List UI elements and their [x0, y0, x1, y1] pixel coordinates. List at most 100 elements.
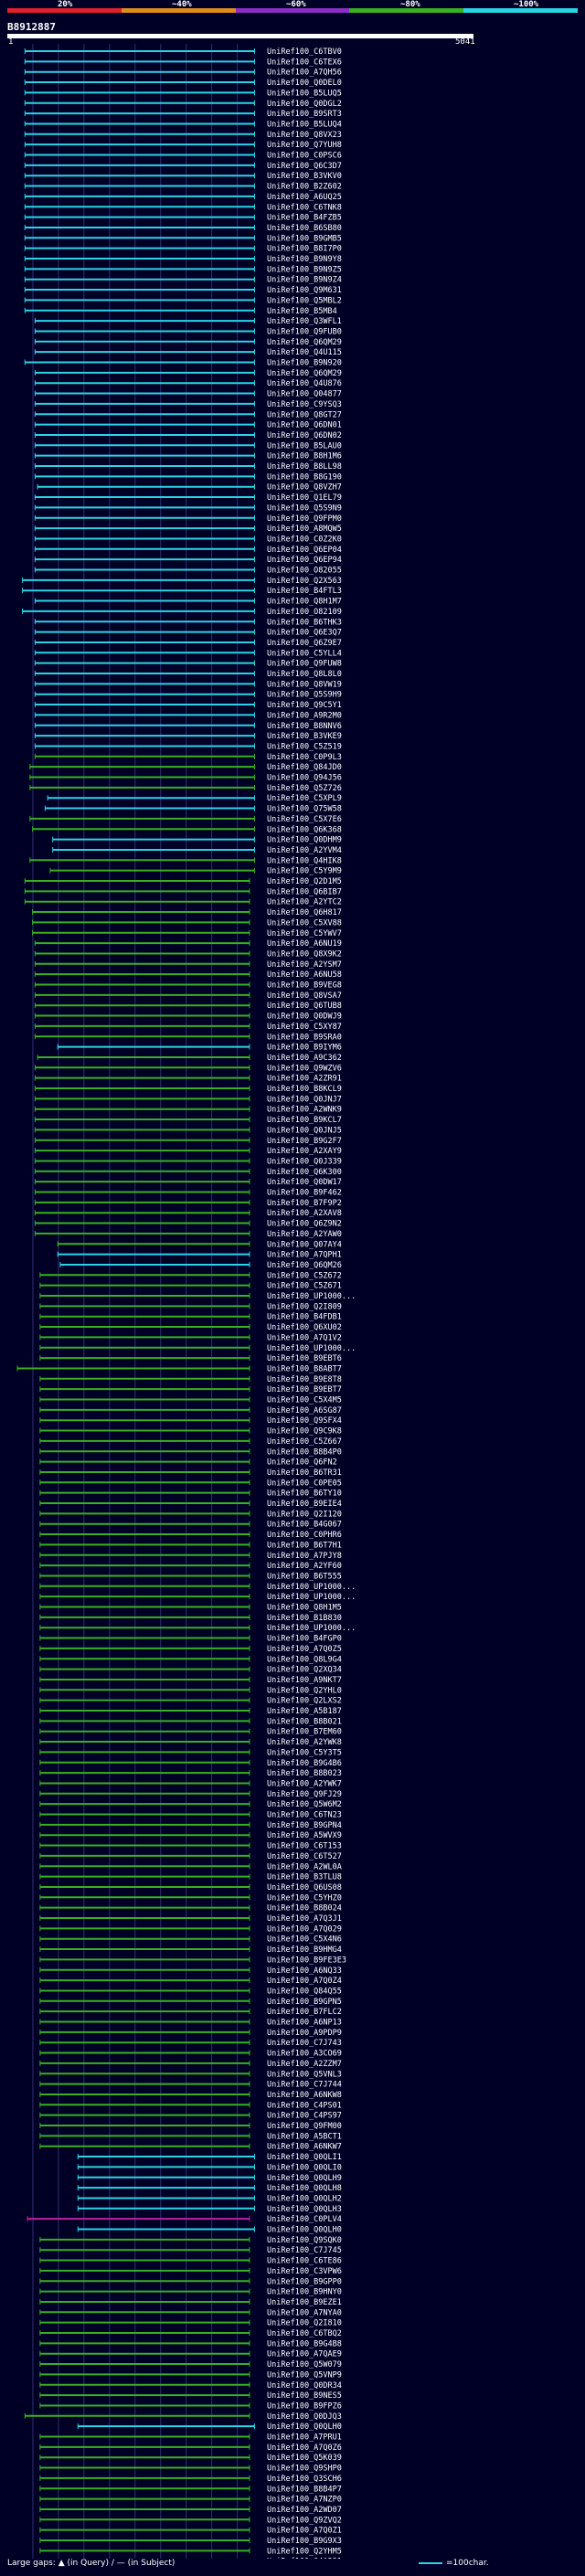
hit-row[interactable]: UniRef100_Q9ZVQ2	[39, 2516, 342, 2525]
hit-label[interactable]: UniRef100_Q0DR34	[267, 2381, 342, 2390]
hit-label[interactable]: UniRef100_Q5W6M2	[267, 1800, 342, 1809]
hit-label[interactable]: UniRef100_C6TBQ2	[267, 2329, 342, 2338]
hit-row[interactable]: UniRef100_B6SB80	[24, 224, 342, 233]
hit-row[interactable]: UniRef100_Q9FUB0	[34, 327, 342, 336]
hit-row[interactable]: UniRef100_Q8H1M5	[39, 1604, 342, 1613]
hit-row[interactable]: UniRef100_B6TY10	[39, 1489, 342, 1499]
hit-row[interactable]: UniRef100_Q2YHM5	[39, 2547, 342, 2556]
hit-row[interactable]: UniRef100_B7F9P2	[34, 1199, 342, 1208]
hit-row[interactable]: UniRef100_Q75W58	[44, 805, 342, 814]
hit-row[interactable]: UniRef100_Q5W6M2	[39, 1800, 342, 1809]
hit-label[interactable]: UniRef100_A2WNK9	[267, 1106, 342, 1115]
hit-label[interactable]: UniRef100_Q0QLH8	[267, 2184, 342, 2193]
hit-row[interactable]: UniRef100_B8I7P0	[24, 245, 342, 254]
hit-row[interactable]: UniRef100_C5YWV7	[32, 929, 342, 938]
hit-label[interactable]: UniRef100_B2Z602	[267, 183, 342, 192]
hit-label[interactable]: UniRef100_B8B023	[267, 1769, 342, 1778]
hit-row[interactable]: UniRef100_B3TLU8	[39, 1873, 342, 1882]
hit-label[interactable]: UniRef100_B9EBT6	[267, 1354, 342, 1363]
hit-label[interactable]: UniRef100_A6NQ33	[267, 1966, 342, 1976]
hit-row[interactable]: UniRef100_B7EM60	[39, 1728, 342, 1737]
hit-label[interactable]: UniRef100_C0PSC6	[267, 152, 342, 161]
hit-row[interactable]: UniRef100_B6TR31	[39, 1468, 342, 1478]
hit-label[interactable]: UniRef100_C0Z2K0	[267, 535, 342, 544]
hit-label[interactable]: UniRef100_C5X7E6	[267, 815, 342, 824]
hit-label[interactable]: UniRef100_B9NES5	[267, 2391, 342, 2401]
hit-label[interactable]: UniRef100_Q2YHL0	[267, 1686, 342, 1695]
hit-label[interactable]: UniRef100_C0PE05	[267, 1479, 342, 1488]
hit-row[interactable]: UniRef100_Q0JNJ5	[34, 1126, 342, 1135]
hit-label[interactable]: UniRef100_B7FLC2	[267, 2008, 342, 2017]
hit-label[interactable]: UniRef100_Q9M631	[267, 286, 342, 295]
hit-row[interactable]: UniRef100_Q04877	[34, 390, 342, 399]
hit-label[interactable]: UniRef100_B9G2F7	[267, 1137, 342, 1146]
hit-row[interactable]: UniRef100_C6TN23	[39, 1811, 342, 1820]
hit-label[interactable]: UniRef100_Q6EP94	[267, 556, 342, 565]
hit-row[interactable]: UniRef100_A2ZR91	[34, 1075, 342, 1084]
hit-label[interactable]: UniRef100_Q9FM00	[267, 2122, 342, 2131]
hit-row[interactable]: UniRef100_A5B187	[39, 1707, 342, 1716]
hit-label[interactable]: UniRef100_B4FTL3	[267, 587, 342, 596]
hit-label[interactable]: UniRef100_C0PHR6	[267, 1531, 342, 1540]
hit-row[interactable]: UniRef100_B9G9X3	[39, 2537, 342, 2546]
hit-row[interactable]: UniRef100_A7NYA0	[39, 2308, 342, 2317]
hit-row[interactable]: UniRef100_Q5S9N9	[34, 504, 342, 513]
hit-row[interactable]: UniRef100_Q6TUB8	[34, 1002, 342, 1011]
hit-row[interactable]: UniRef100_A2WNK9	[34, 1106, 342, 1115]
hit-label[interactable]: UniRef100_B9GPN5	[267, 1998, 342, 2007]
hit-label[interactable]: UniRef100_C6TNK8	[267, 203, 342, 212]
hit-row[interactable]: UniRef100_C6TNK8	[24, 203, 342, 212]
hit-row[interactable]: UniRef100_Q4U115	[34, 348, 342, 357]
hit-label[interactable]: UniRef100_C5Z672	[267, 1271, 342, 1280]
hit-label[interactable]: UniRef100_A7Q3J1	[267, 1914, 342, 1924]
hit-row[interactable]: UniRef100_Q84JD0	[29, 763, 342, 772]
hit-row[interactable]: UniRef100_Q8H1M7	[34, 598, 342, 607]
hit-label[interactable]: UniRef100_A6NKW8	[267, 2091, 342, 2100]
hit-label[interactable]: UniRef100_B6T555	[267, 1572, 342, 1581]
hit-label[interactable]: UniRef100_B5LAU0	[267, 441, 342, 451]
hit-row[interactable]: UniRef100_B9G2F7	[34, 1137, 342, 1146]
hit-label[interactable]: UniRef100_A7NZP0	[267, 2496, 342, 2505]
hit-row[interactable]: UniRef100_C5Z519	[34, 742, 342, 751]
hit-label[interactable]: UniRef100_Q5VNL3	[267, 2070, 342, 2079]
hit-label[interactable]: UniRef100_C9YSQ3	[267, 400, 342, 409]
hit-label[interactable]: UniRef100_Q0J339	[267, 1157, 342, 1166]
hit-row[interactable]: UniRef100_Q9C9K8	[39, 1427, 342, 1436]
hit-label[interactable]: UniRef100_B7EM60	[267, 1728, 342, 1737]
hit-row[interactable]: UniRef100_B4G067	[39, 1521, 342, 1530]
hit-label[interactable]: UniRef100_Q3SCH6	[267, 2475, 342, 2484]
hit-label[interactable]: UniRef100_Q9FUB0	[267, 327, 342, 336]
hit-label[interactable]: UniRef100_A7Q0Z6	[267, 2443, 342, 2453]
hit-label[interactable]: UniRef100_B8NNV6	[267, 722, 342, 731]
hit-row[interactable]: UniRef100_B9E8T8	[39, 1375, 342, 1384]
hit-label[interactable]: UniRef100_B5LUQ4	[267, 120, 342, 129]
hit-row[interactable]: UniRef100_Q9SHP0	[39, 2465, 342, 2474]
hit-label[interactable]: UniRef100_Q0QLH2	[267, 2194, 342, 2203]
hit-row[interactable]: UniRef100_A6UQ25	[24, 193, 342, 202]
hit-row[interactable]: UniRef100_A7Q0Z4	[39, 1977, 342, 1986]
hit-row[interactable]: UniRef100_O82109	[22, 608, 342, 617]
hit-label[interactable]: UniRef100_B9N9Z5	[267, 265, 342, 274]
hit-label[interactable]: UniRef100_B8B4P7	[267, 2485, 342, 2494]
hit-row[interactable]: UniRef100_Q0QLH2	[77, 2194, 342, 2203]
hit-label[interactable]: UniRef100_C4PS97	[267, 2112, 342, 2121]
hit-label[interactable]: UniRef100_A2XAY9	[267, 1147, 342, 1156]
hit-label[interactable]: UniRef100_Q8X9K2	[267, 949, 342, 959]
hit-row[interactable]: UniRef100_Q8L9G4	[39, 1655, 342, 1664]
hit-label[interactable]: UniRef100_Q4U115	[267, 348, 342, 357]
hit-row[interactable]: UniRef100_Q5VNL3	[39, 2070, 342, 2079]
hit-row[interactable]: UniRef100_Q0QLH9	[77, 2174, 342, 2183]
hit-label[interactable]: UniRef100_B8KCL9	[267, 1085, 342, 1094]
hit-label[interactable]: UniRef100_Q8VX23	[267, 131, 342, 140]
hit-label[interactable]: UniRef100_B9G4B6	[267, 1759, 342, 1768]
hit-row[interactable]: UniRef100_A9PDP9	[39, 2029, 342, 2038]
hit-label[interactable]: UniRef100_B8LL98	[267, 462, 342, 472]
hit-row[interactable]: UniRef100_Q4A391	[39, 2558, 342, 2559]
hit-label[interactable]: UniRef100_Q6K300	[267, 1168, 342, 1177]
hit-row[interactable]: UniRef100_Q0DWJ9	[34, 1012, 342, 1022]
hit-row[interactable]: UniRef100_Q8L8L0	[34, 670, 342, 679]
hit-label[interactable]: UniRef100_Q9SFX4	[267, 1416, 342, 1426]
hit-row[interactable]: UniRef100_Q9SFX4	[39, 1416, 342, 1426]
hit-row[interactable]: UniRef100_A6NKW8	[39, 2091, 342, 2100]
hit-row[interactable]: UniRef100_Q9SQK0	[39, 2236, 342, 2245]
